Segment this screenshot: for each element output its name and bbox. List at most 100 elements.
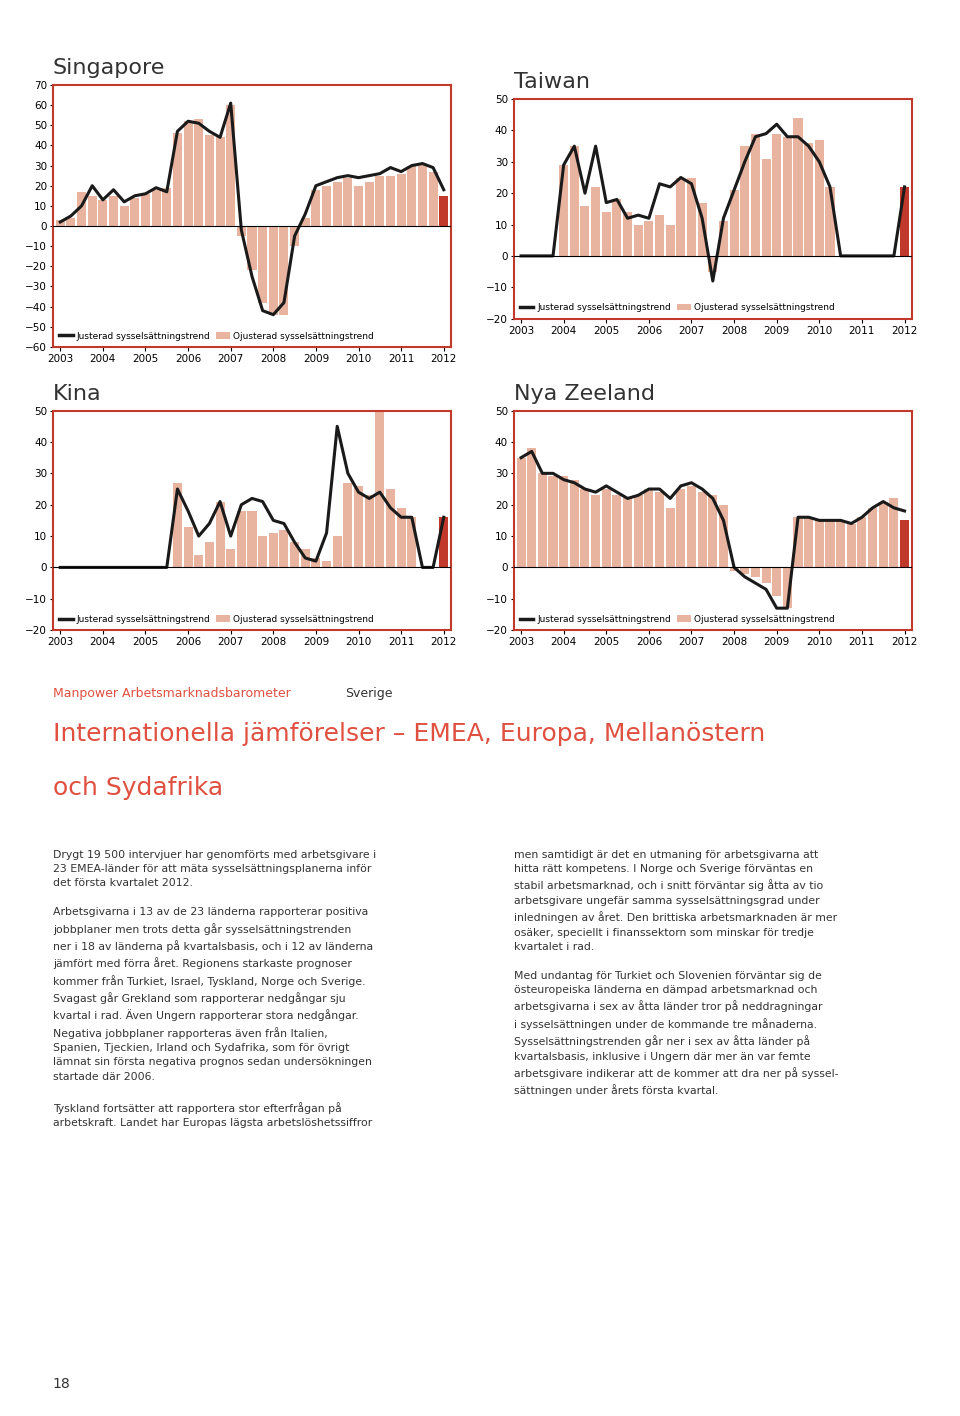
Bar (548, 476, 558, 568)
Text: Singapore: Singapore (53, 58, 165, 78)
Bar (612, 200, 621, 256)
Bar (708, 256, 717, 272)
Bar (173, 483, 182, 568)
Bar (365, 181, 373, 227)
Bar (665, 508, 675, 568)
Bar (804, 143, 813, 256)
Bar (730, 190, 738, 256)
Bar (889, 498, 899, 568)
Bar (87, 195, 97, 227)
Bar (66, 218, 76, 227)
Bar (375, 176, 384, 227)
Bar (900, 187, 909, 256)
Bar (311, 190, 321, 227)
Bar (782, 137, 792, 256)
Bar (440, 195, 448, 227)
Bar (322, 185, 331, 227)
Bar (570, 480, 579, 568)
Bar (878, 501, 888, 568)
Bar (634, 496, 643, 568)
Text: Kina: Kina (53, 384, 102, 404)
Bar (204, 542, 214, 568)
Bar (365, 496, 373, 568)
Bar (751, 568, 760, 576)
Bar (772, 133, 781, 256)
Bar (407, 166, 417, 227)
Text: Internationella jämförelser – EMEA, Europa, Mellanöstern: Internationella jämförelser – EMEA, Euro… (53, 722, 765, 746)
Text: Taiwan: Taiwan (514, 72, 589, 92)
Bar (269, 532, 277, 568)
Text: Manpower Arbetsmarknadsbarometer: Manpower Arbetsmarknadsbarometer (53, 687, 291, 700)
Bar (290, 542, 300, 568)
Bar (665, 225, 675, 256)
Text: Nya Zeeland: Nya Zeeland (514, 384, 655, 404)
Text: 18: 18 (53, 1376, 70, 1391)
Bar (311, 558, 321, 568)
Bar (826, 520, 834, 568)
Bar (98, 200, 108, 227)
Bar (836, 520, 845, 568)
Bar (623, 212, 632, 256)
Bar (258, 227, 267, 303)
Bar (141, 194, 150, 227)
Bar (612, 496, 621, 568)
Bar (237, 511, 246, 568)
Bar (109, 195, 118, 227)
Bar (730, 568, 738, 571)
Text: Drygt 19 500 intervjuer har genomförts med arbetsgivare i
23 EMEA-länder för att: Drygt 19 500 intervjuer har genomförts m… (53, 850, 376, 1129)
Bar (687, 486, 696, 568)
Bar (527, 449, 537, 568)
Bar (396, 508, 406, 568)
Bar (131, 198, 139, 227)
Legend: Justerad sysselsättningstrend, Ojusterad sysselsättningstrend: Justerad sysselsättningstrend, Ojusterad… (58, 330, 376, 343)
Bar (333, 181, 342, 227)
Bar (559, 476, 568, 568)
Legend: Justerad sysselsättningstrend, Ojusterad sysselsättningstrend: Justerad sysselsättningstrend, Ojusterad… (518, 302, 837, 314)
Bar (794, 118, 803, 256)
Text: och Sydafrika: och Sydafrika (53, 776, 223, 800)
Bar (794, 517, 803, 568)
Bar (173, 133, 182, 227)
Bar (740, 568, 750, 573)
Bar (333, 537, 342, 568)
Bar (183, 527, 193, 568)
Bar (516, 457, 525, 568)
Bar (227, 105, 235, 227)
Text: men samtidigt är det en utmaning för arbetsgivarna att
hitta rätt kompetens. I N: men samtidigt är det en utmaning för arb… (514, 850, 838, 1096)
Bar (386, 176, 395, 227)
Bar (740, 146, 750, 256)
Bar (676, 489, 685, 568)
Bar (751, 133, 760, 256)
Bar (602, 489, 611, 568)
Bar (782, 568, 792, 609)
Bar (279, 227, 289, 314)
Bar (719, 504, 728, 568)
Bar (215, 137, 225, 227)
Bar (227, 548, 235, 568)
Bar (300, 548, 310, 568)
Bar (826, 187, 834, 256)
Bar (440, 517, 448, 568)
Bar (761, 159, 771, 256)
Bar (248, 511, 256, 568)
Bar (300, 218, 310, 227)
Bar (900, 520, 909, 568)
Bar (644, 221, 654, 256)
Bar (152, 190, 160, 227)
Bar (804, 517, 813, 568)
Bar (719, 221, 728, 256)
Bar (581, 489, 589, 568)
Bar (591, 496, 600, 568)
Bar (248, 227, 256, 270)
Bar (857, 517, 867, 568)
Bar (56, 219, 64, 227)
Bar (655, 493, 664, 568)
Bar (194, 555, 204, 568)
Bar (581, 205, 589, 256)
Bar (77, 191, 86, 227)
Bar (407, 517, 417, 568)
Bar (772, 568, 781, 596)
Bar (290, 227, 300, 246)
Bar (655, 215, 664, 256)
Bar (344, 483, 352, 568)
